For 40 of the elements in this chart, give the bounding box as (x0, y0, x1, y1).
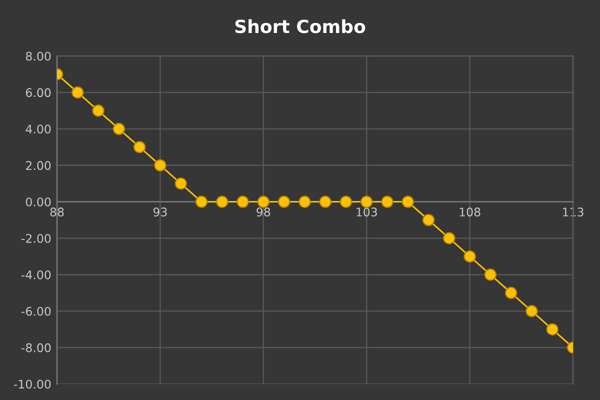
point (402, 196, 414, 208)
point (133, 141, 146, 154)
y-tick-label: -6.00 (21, 306, 51, 316)
point (484, 268, 497, 281)
point (195, 196, 208, 208)
y-tick-label: 8.00 (26, 52, 51, 61)
point (319, 196, 332, 208)
point (278, 196, 290, 208)
y-tick-label: 4.00 (26, 124, 51, 134)
point (464, 250, 476, 263)
point (298, 196, 311, 208)
point (72, 86, 84, 99)
point (154, 159, 166, 172)
y-tick-label: -2.00 (21, 234, 51, 243)
point (112, 122, 126, 135)
point (443, 232, 456, 244)
x-tick-label: 98 (256, 208, 270, 216)
point (236, 196, 249, 208)
point (216, 196, 228, 208)
y-tick-label: -8.00 (21, 343, 51, 352)
point (526, 305, 538, 318)
x-tick-label: 103 (356, 208, 377, 216)
x-tick-label: 108 (460, 208, 480, 216)
y-tick-label: -10.00 (14, 380, 51, 389)
point (546, 323, 558, 336)
point (381, 196, 394, 208)
y-tick-label: 2.00 (26, 161, 51, 170)
point (92, 104, 104, 117)
chart-title: Short Combo (235, 19, 366, 34)
y-tick-label: 6.00 (26, 88, 51, 98)
x-tick-label: 88 (50, 208, 64, 216)
x-tick-label: 93 (153, 208, 167, 216)
point (504, 286, 518, 299)
y-tick-label: 0.00 (26, 198, 51, 206)
point (340, 196, 352, 208)
point (257, 196, 270, 208)
point (360, 196, 373, 208)
point (174, 177, 187, 190)
point (422, 214, 435, 226)
y-tick-label: -4.00 (21, 270, 51, 280)
